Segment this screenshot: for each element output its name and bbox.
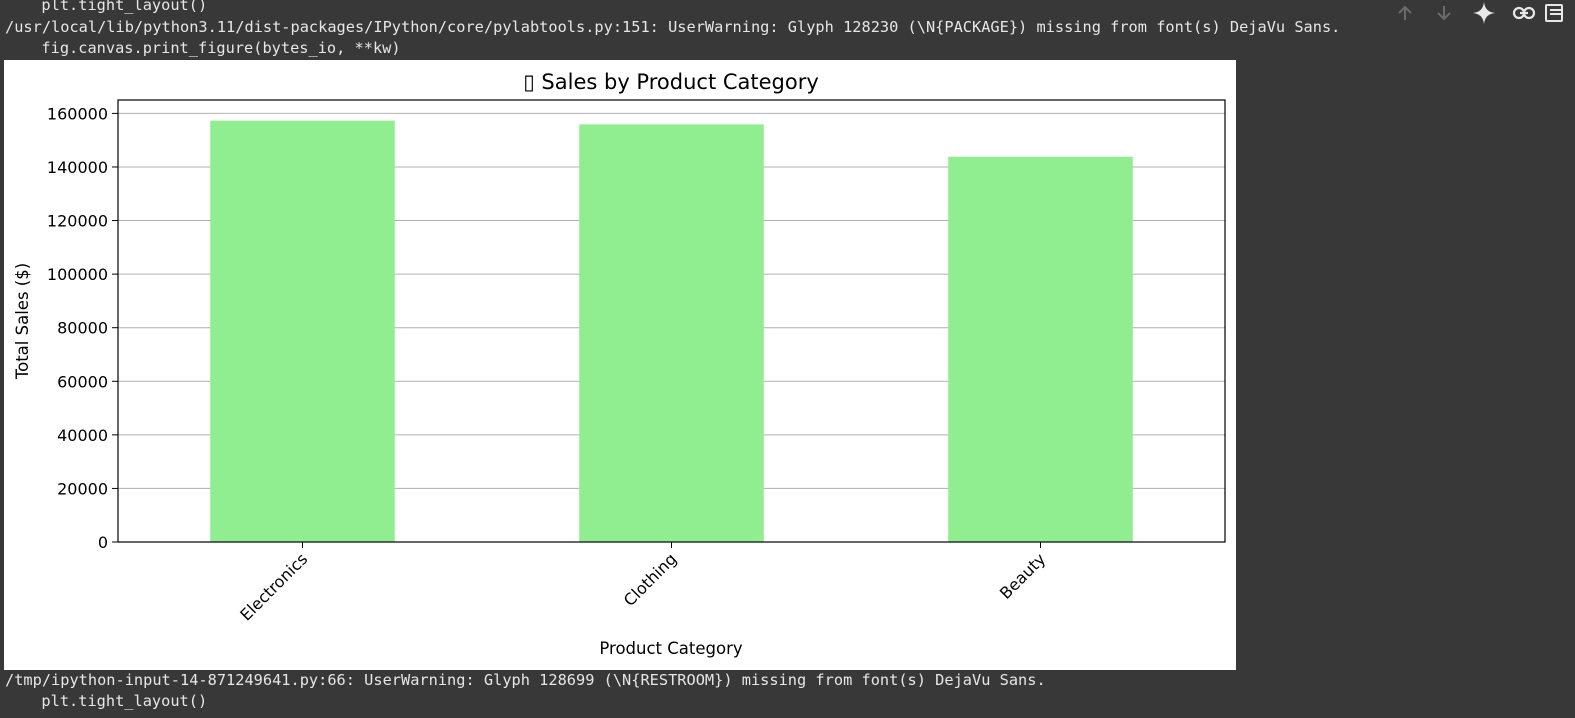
move-up-button[interactable] [1386, 0, 1424, 26]
arrow-up-icon [1398, 5, 1412, 20]
y-tick-label: 120000 [47, 212, 108, 231]
move-down-button[interactable] [1424, 0, 1464, 26]
y-axis-ticks: 0 20000 40000 60000 80000 100000 120000 140000 1… [47, 104, 118, 552]
log-line: fig.canvas.print_figure(bytes_io, **kw) [23, 39, 401, 57]
comment-button[interactable] [1544, 0, 1575, 26]
y-tick-label: 160000 [47, 104, 108, 123]
warning-line: /tmp/ipython-input-14-871249641.py:66: U… [5, 671, 1046, 689]
log-line: plt.tight_layout() [23, 692, 208, 710]
arrow-down-icon [1437, 6, 1451, 21]
link-button[interactable] [1504, 0, 1544, 26]
y-tick-label: 100000 [47, 265, 108, 284]
x-tick-label: Clothing [620, 549, 681, 610]
cell-toolbar [1386, 0, 1575, 26]
bar-chart: 0 20000 40000 60000 80000 100000 120000 140000 1… [13, 70, 1226, 658]
y-tick-label: 60000 [57, 372, 108, 391]
y-tick-label: 0 [98, 533, 108, 552]
bar-beauty [948, 156, 1133, 542]
y-tick-label: 80000 [57, 319, 108, 338]
x-axis-label: Product Category [599, 639, 742, 658]
y-axis-label: Total Sales ($) [13, 263, 32, 380]
comment-icon [1545, 4, 1563, 22]
bar-clothing [579, 124, 764, 543]
link-icon [1512, 6, 1536, 20]
chart-title: ▯ Sales by Product Category [523, 70, 819, 94]
y-tick-label: 20000 [57, 479, 108, 498]
chart-figure: 0 20000 40000 60000 80000 100000 120000 140000 1… [4, 60, 1236, 670]
x-axis-ticks: Electronics Clothing Beauty [236, 542, 1049, 624]
bars [210, 120, 1133, 543]
warning-line: /usr/local/lib/python3.11/dist-packages/… [5, 18, 1341, 36]
bar-electronics [210, 120, 395, 543]
gemini-button[interactable] [1464, 0, 1504, 26]
log-line: plt.tight_layout() [23, 0, 208, 14]
x-tick-label: Beauty [996, 549, 1049, 602]
y-tick-label: 140000 [47, 158, 108, 177]
y-tick-label: 40000 [57, 426, 108, 445]
sparkle-icon [1473, 2, 1495, 24]
x-tick-label: Electronics [236, 549, 311, 624]
